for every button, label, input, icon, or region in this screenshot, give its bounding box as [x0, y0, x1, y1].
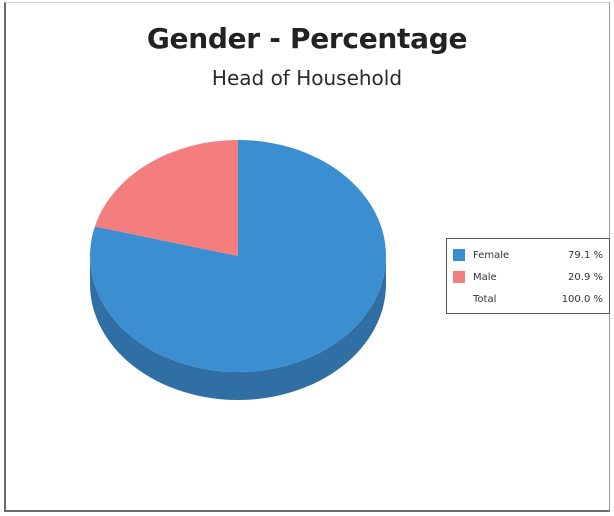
legend-value-female: 79.1 %: [568, 249, 603, 261]
legend-item-male: Male 20.9 %: [453, 269, 603, 285]
legend-swatch-total: [453, 293, 465, 305]
legend-item-total: Total 100.0 %: [453, 291, 603, 307]
legend-label-male: Male: [473, 271, 497, 283]
chart-subtitle: Head of Household: [211, 66, 403, 90]
legend-swatch-female: [453, 249, 465, 261]
legend-item-female: Female 79.1 %: [453, 247, 603, 263]
legend-value-total: 100.0 %: [561, 293, 603, 305]
pie-slice-female: [89, 140, 386, 372]
legend-value-male: 20.9 %: [568, 271, 603, 283]
legend: Female 79.1 % Male 20.9 % Total 100.0 %: [446, 238, 610, 314]
pie-slice-male: [94, 140, 238, 256]
legend-label-total: Total: [473, 293, 497, 305]
legend-label-female: Female: [473, 249, 510, 261]
chart-title: Gender - Percentage: [146, 22, 468, 55]
pie-side: [90, 256, 386, 400]
legend-swatch-male: [453, 271, 465, 283]
